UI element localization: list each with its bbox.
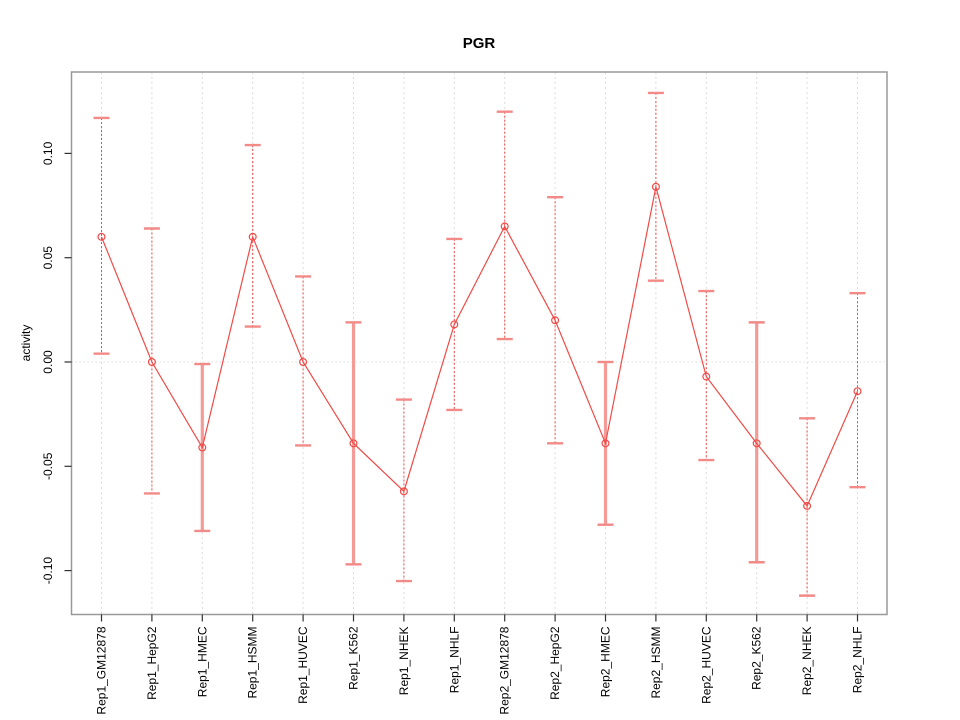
x-tick-label: Rep1_HepG2 (145, 626, 159, 700)
y-tick-label: 0.10 (41, 141, 55, 165)
x-tick-label: Rep2_HepG2 (548, 626, 562, 700)
x-tick-label: Rep2_HUVEC (699, 626, 713, 704)
data-point (248, 232, 257, 241)
data-point (97, 232, 106, 241)
data-point (450, 320, 459, 329)
y-tick-label: 0.05 (41, 246, 55, 270)
chart-title: PGR (463, 35, 496, 52)
y-tick-label: 0.00 (41, 350, 55, 374)
data-point (803, 501, 812, 510)
y-tick-label: -0.10 (41, 557, 55, 585)
data-point (147, 358, 156, 367)
data-point (752, 439, 761, 448)
data-point (601, 439, 610, 448)
x-tick-label: Rep2_HSMM (649, 627, 663, 699)
x-tick-label: Rep1_GM12878 (95, 626, 109, 714)
x-tick-label: Rep2_NHLF (851, 627, 865, 694)
x-tick-label: Rep1_HSMM (246, 627, 260, 699)
x-tick-label: Rep2_GM12878 (498, 626, 512, 714)
x-tick-label: Rep1_NHEK (397, 627, 411, 696)
x-tick-label: Rep1_HUVEC (296, 626, 310, 704)
data-point (651, 182, 660, 191)
data-point (198, 443, 207, 452)
data-point (500, 222, 509, 231)
data-point (853, 387, 862, 396)
data-point (349, 439, 358, 448)
data-point (399, 487, 408, 496)
plot-border (70, 71, 888, 616)
y-tick-label: -0.05 (41, 452, 55, 480)
x-tick-label: Rep2_K562 (750, 626, 764, 690)
data-point (551, 316, 560, 325)
data-point (299, 358, 308, 367)
series-line (100, 186, 859, 508)
x-tick-label: Rep2_HMEC (599, 626, 613, 697)
plot-area: 0.10 0.05 0.00 -0.05 -0.10 Rep1_GM12878 Rep1_H… (41, 71, 888, 715)
data-point (702, 372, 711, 381)
x-tick-label: Rep1_K562 (347, 626, 361, 690)
x-tick-label: Rep1_HMEC (195, 626, 209, 697)
x-tick-label: Rep2_NHEK (800, 627, 814, 696)
x-tick-label: Rep1_NHLF (447, 627, 461, 694)
y-axis-label: activity (19, 325, 33, 362)
